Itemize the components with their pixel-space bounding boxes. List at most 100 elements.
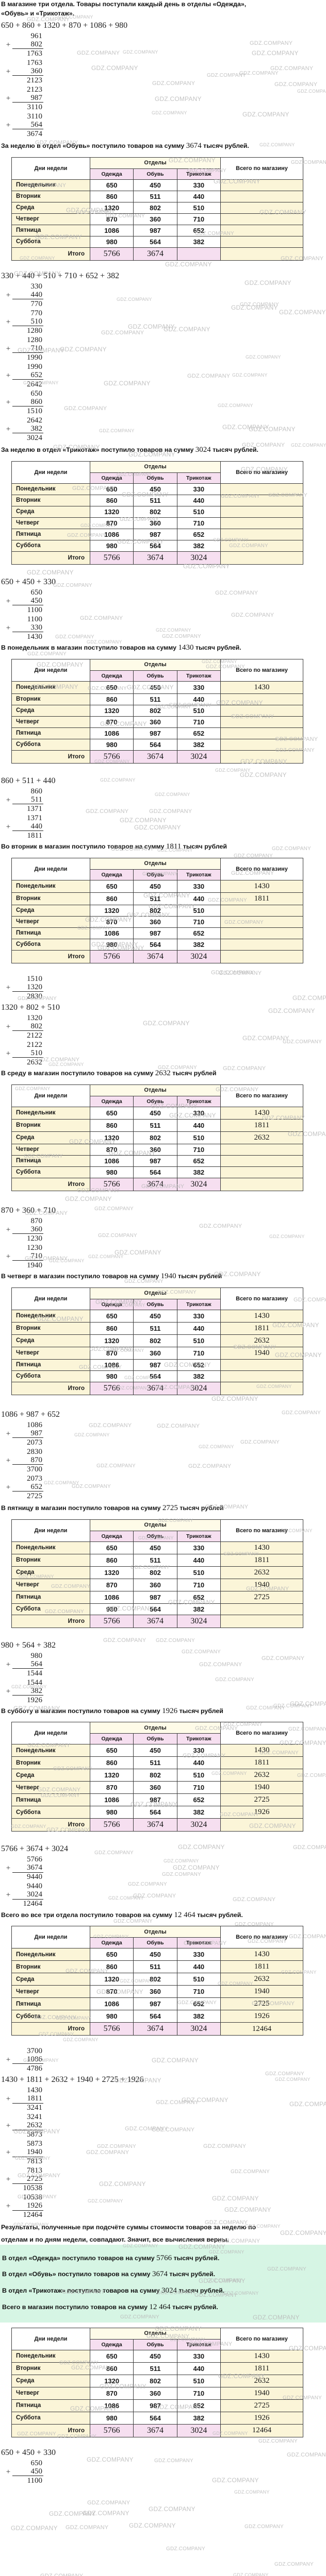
addend-second: 330 — [12, 623, 43, 633]
plus-icon: + — [6, 1429, 11, 1438]
table-row: Пятница 1086 987 652 2725 — [11, 1997, 303, 2011]
day-label: Понедельник — [11, 2349, 90, 2363]
watermark: GDZ.COMPANY — [149, 2505, 195, 2513]
table-total-row: Итого 5766 3674 3024 — [11, 1614, 303, 1628]
table-header-row: Дни недели Отделы Всего по магазину — [11, 658, 303, 682]
header-dept-shoes: Обувь — [133, 168, 177, 180]
sum-value: 1811 — [27, 831, 42, 840]
total-shoes: 3674 — [133, 2424, 177, 2437]
addend-first: 5873 — [27, 2140, 42, 2148]
total-grand — [220, 1177, 303, 1191]
day-label: Суббота — [11, 2010, 90, 2023]
cell-day-total — [220, 483, 303, 495]
expr-wednesday: 1320 + 802 + 510 — [1, 1003, 60, 1012]
cell-clothes: 650 — [89, 2349, 134, 2363]
cell-clothes: 870 — [89, 716, 134, 728]
header-store-total: Всего по магазину — [220, 857, 303, 880]
spacer — [0, 266, 326, 269]
number: 2725 — [162, 1503, 178, 1512]
addend-row: 1430 — [4, 2086, 326, 2095]
day-label: Суббота — [11, 539, 90, 552]
day-label: Понедельник — [11, 179, 90, 191]
total-grand — [220, 750, 303, 764]
cell-day-total — [220, 1603, 303, 1615]
day-label: Вторник — [11, 1321, 90, 1335]
cell-knitwear: 652 — [176, 2399, 221, 2412]
cell-clothes: 650 — [89, 483, 134, 495]
addend-row: 2073 — [4, 1474, 326, 1483]
cell-shoes: 987 — [133, 528, 177, 540]
cell-clothes: 870 — [89, 517, 134, 529]
sum-row: 770 — [4, 299, 326, 308]
table-row: Суббота 980 564 382 — [11, 1603, 303, 1615]
spacer — [0, 1400, 326, 1408]
cell-knitwear: 382 — [176, 235, 221, 248]
sum-row: 2632 — [4, 1058, 326, 1066]
table-subheader-row: Одежда Обувь Трикотаж — [12, 1937, 303, 1949]
header-dept-clothes: Одежда — [89, 1095, 134, 1107]
sum-row: 1940 — [4, 1261, 326, 1269]
plus-icon: + — [6, 2202, 11, 2211]
plus-icon: + — [6, 40, 11, 49]
cell-shoes: 511 — [133, 892, 177, 905]
addend-second: 652 — [12, 1483, 43, 1492]
answer-knitwear: В отдел «Трикотаж» поступило товаров на … — [2, 2286, 225, 2295]
day-label: Среда — [11, 505, 90, 518]
cell-shoes: 450 — [133, 483, 177, 495]
cell-knitwear: 652 — [176, 927, 221, 939]
cell-clothes: 1086 — [89, 1793, 134, 1807]
cell-knitwear: 510 — [176, 904, 221, 917]
day-label: Пятница — [11, 2399, 90, 2412]
addend-first: 2830 — [27, 1447, 42, 1456]
cell-knitwear: 510 — [176, 505, 221, 518]
cell-shoes: 802 — [133, 904, 177, 917]
sum-row: 2725 — [4, 1492, 326, 1500]
header-dept-knitwear: Трикотаж — [176, 1733, 221, 1745]
problem-intro-line-2: «Обувь» и «Трикотаж». — [1, 9, 75, 17]
day-label: Пятница — [11, 927, 90, 939]
cell-day-total — [220, 916, 303, 928]
sum-value: 1926 — [27, 1696, 42, 1704]
header-store-total: Всего по магазину — [220, 1722, 303, 1745]
table-row: Суббота 980 564 382 — [11, 938, 303, 951]
addend-second: 870 — [12, 1456, 43, 1465]
cell-clothes: 860 — [89, 1960, 134, 1974]
cell-clothes: 870 — [89, 213, 134, 225]
total-grand: 12464 — [220, 2022, 303, 2036]
day-label: Понедельник — [11, 1948, 90, 1961]
table-row: Суббота 980 564 382 — [11, 235, 303, 248]
cell-day-total — [220, 716, 303, 728]
total-shoes: 3674 — [133, 1614, 177, 1628]
number: 1940 — [160, 1272, 176, 1280]
sum-value: 1990 — [27, 353, 42, 362]
cell-day-total — [220, 904, 303, 917]
column-addition-grand-dept-0: 5766 +3674 9440 — [0, 1855, 326, 1882]
table-subheader-row: Одежда Обувь Трикотаж — [12, 1733, 303, 1745]
cell-knitwear: 382 — [176, 1806, 221, 1819]
cell-clothes: 1320 — [89, 1973, 134, 1986]
cell-clothes: 650 — [89, 1541, 134, 1554]
day-label: Вторник — [11, 1960, 90, 1974]
total-label: Итого — [11, 1818, 90, 1832]
cell-day-total — [220, 190, 303, 202]
cell-knitwear: 382 — [176, 1370, 221, 1382]
cell-shoes: 987 — [133, 224, 177, 236]
header-dept-shoes: Обувь — [133, 1937, 177, 1949]
plus-icon: + — [6, 1456, 11, 1465]
cell-knitwear: 510 — [176, 1334, 221, 1347]
sum-value: 2122 — [27, 1031, 42, 1040]
cell-shoes: 564 — [133, 738, 177, 751]
table-row: Среда 1320 802 510 2632 — [11, 1566, 303, 1579]
sum-row: 4786 — [4, 2064, 326, 2073]
table-total-row: Итого 5766 3674 3024 12464 — [11, 2022, 303, 2036]
column-addition-tue-0: 860 +511 1371 — [0, 787, 326, 813]
day-label: Понедельник — [11, 483, 90, 495]
cell-clothes: 1320 — [89, 1769, 134, 1782]
addend-second: 1940 — [12, 2148, 43, 2157]
table-row: Пятница 1086 987 652 2725 — [11, 2399, 303, 2412]
addend-row: 3110 — [4, 112, 326, 121]
cell-shoes: 450 — [133, 879, 177, 893]
cell-clothes: 980 — [89, 938, 134, 951]
column-addition-knit-5: 2642 +382 3024 — [0, 416, 326, 442]
total-knitwear: 3024 — [176, 1177, 221, 1191]
